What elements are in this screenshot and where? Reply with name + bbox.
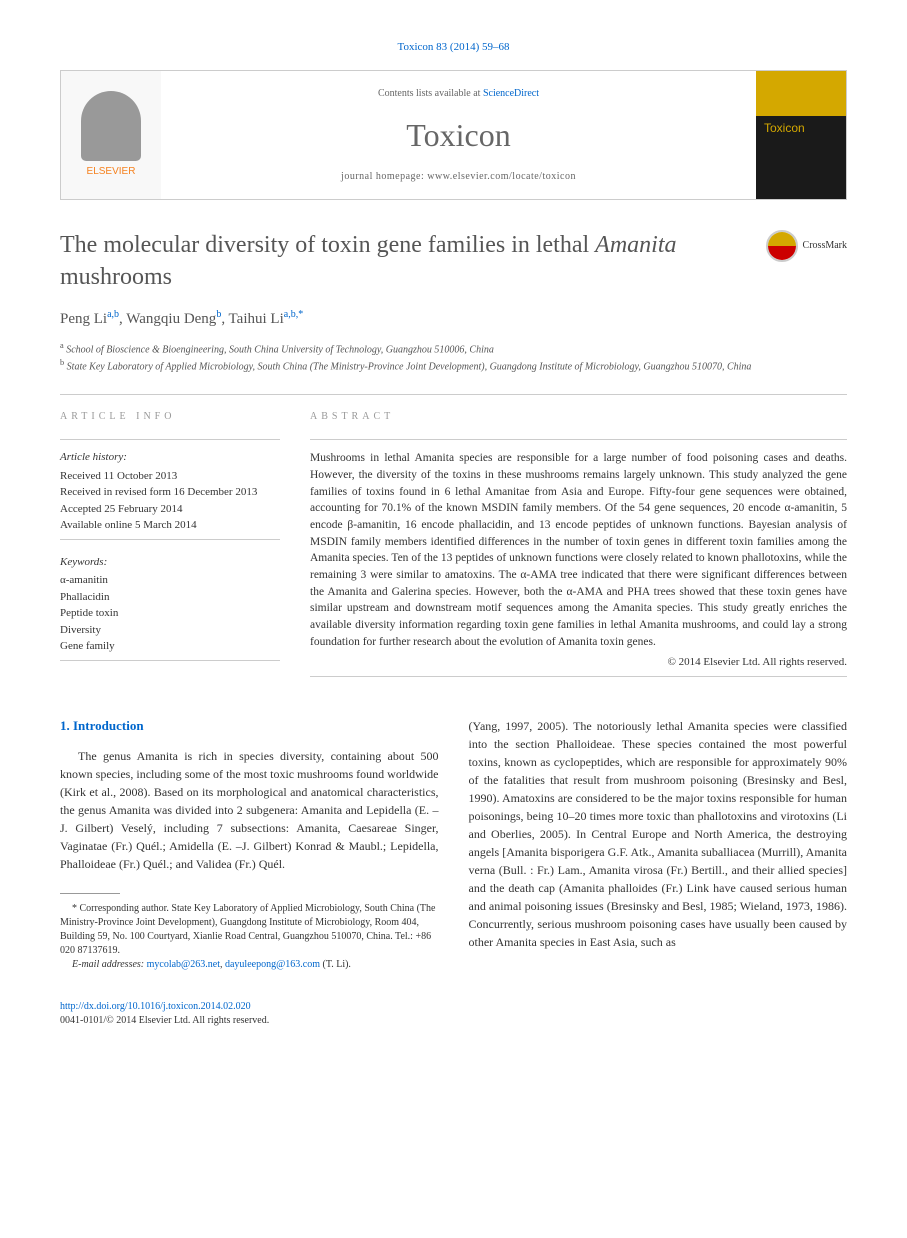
keyword-1: α-amanitin: [60, 572, 280, 589]
body-col2-text: (Yang, 1997, 2005). The notoriously leth…: [469, 717, 848, 951]
crossmark-label: CrossMark: [803, 239, 847, 253]
title-row: The molecular diversity of toxin gene fa…: [60, 230, 847, 292]
author-2-aff: b: [216, 309, 221, 320]
header-box: ELSEVIER Contents lists available at Sci…: [60, 70, 847, 200]
email-footnote: E-mail addresses: mycolab@263.net, dayul…: [60, 958, 439, 972]
body-columns: 1. Introduction The genus Amanita is ric…: [60, 717, 847, 972]
body-col1-text: The genus Amanita is rich in species div…: [60, 747, 439, 873]
corresponding-author-footnote: * Corresponding author. State Key Labora…: [60, 902, 439, 958]
abstract-label: ABSTRACT: [310, 410, 847, 429]
elsevier-logo: ELSEVIER: [61, 71, 161, 199]
keyword-4: Diversity: [60, 622, 280, 639]
title-post: mushrooms: [60, 264, 172, 290]
info-divider: [60, 439, 280, 440]
affiliation-b: b State Key Laboratory of Applied Microb…: [60, 357, 847, 374]
history-received: Received 11 October 2013: [60, 468, 280, 485]
email-post: (T. Li).: [320, 959, 351, 970]
keyword-3: Peptide toxin: [60, 605, 280, 622]
email-1[interactable]: mycolab@263.net: [147, 959, 220, 970]
email-2[interactable]: dayuleepong@163.com: [225, 959, 320, 970]
header-center: Contents lists available at ScienceDirec…: [161, 71, 756, 199]
keyword-2: Phallacidin: [60, 589, 280, 606]
contents-available: Contents lists available at ScienceDirec…: [378, 87, 539, 101]
footnote-divider: [60, 893, 120, 894]
author-1-aff: a,b: [107, 309, 119, 320]
history-label: Article history:: [60, 450, 280, 465]
doi-link[interactable]: http://dx.doi.org/10.1016/j.toxicon.2014…: [60, 1000, 847, 1014]
journal-reference: Toxicon 83 (2014) 59–68: [60, 40, 847, 55]
abstract-divider: [310, 439, 847, 440]
article-title: The molecular diversity of toxin gene fa…: [60, 230, 766, 292]
body-column-right: (Yang, 1997, 2005). The notoriously leth…: [469, 717, 848, 972]
divider: [60, 394, 847, 395]
crossmark-icon: [766, 230, 798, 262]
author-2: Wangqiu Deng: [126, 311, 216, 327]
journal-name: Toxicon: [406, 113, 510, 158]
corr-marker: *: [298, 309, 303, 320]
info-divider-2: [60, 539, 280, 540]
authors: Peng Lia,b, Wangqiu Dengb, Taihui Lia,b,…: [60, 308, 847, 330]
affiliation-a-text: School of Bioscience & Bioengineering, S…: [66, 344, 494, 355]
keywords-label: Keywords:: [60, 555, 280, 570]
homepage-url[interactable]: www.elsevier.com/locate/toxicon: [427, 171, 576, 182]
journal-homepage: journal homepage: www.elsevier.com/locat…: [341, 170, 576, 184]
info-divider-3: [60, 660, 280, 661]
author-3: Taihui Li: [229, 311, 284, 327]
article-info-label: ARTICLE INFO: [60, 410, 280, 429]
elsevier-text: ELSEVIER: [87, 165, 136, 179]
affiliation-a: a School of Bioscience & Bioengineering,…: [60, 340, 847, 357]
section-1-heading: 1. Introduction: [60, 717, 439, 735]
abstract-column: ABSTRACT Mushrooms in lethal Amanita spe…: [310, 410, 847, 686]
abstract-text: Mushrooms in lethal Amanita species are …: [310, 450, 847, 650]
author-3-aff: a,b,: [284, 309, 298, 320]
title-pre: The molecular diversity of toxin gene fa…: [60, 232, 595, 258]
history-online: Available online 5 March 2014: [60, 517, 280, 534]
issn-line: 0041-0101/© 2014 Elsevier Ltd. All right…: [60, 1014, 847, 1028]
footer: http://dx.doi.org/10.1016/j.toxicon.2014…: [60, 992, 847, 1028]
title-italic: Amanita: [595, 232, 676, 258]
article-info: ARTICLE INFO Article history: Received 1…: [60, 410, 280, 686]
info-abstract-row: ARTICLE INFO Article history: Received 1…: [60, 410, 847, 686]
email-label: E-mail addresses:: [72, 959, 147, 970]
keyword-5: Gene family: [60, 638, 280, 655]
body-column-left: 1. Introduction The genus Amanita is ric…: [60, 717, 439, 972]
affiliations: a School of Bioscience & Bioengineering,…: [60, 340, 847, 375]
abstract-divider-2: [310, 676, 847, 677]
contents-pre: Contents lists available at: [378, 88, 483, 99]
history-accepted: Accepted 25 February 2014: [60, 501, 280, 518]
journal-cover-thumbnail: Toxicon: [756, 71, 846, 199]
author-1: Peng Li: [60, 311, 107, 327]
homepage-pre: journal homepage:: [341, 171, 427, 182]
abstract-copyright: © 2014 Elsevier Ltd. All rights reserved…: [310, 655, 847, 670]
affiliation-b-text: State Key Laboratory of Applied Microbio…: [67, 361, 752, 372]
crossmark-badge[interactable]: CrossMark: [766, 230, 847, 262]
cover-title: Toxicon: [764, 120, 805, 137]
sciencedirect-link[interactable]: ScienceDirect: [483, 88, 539, 99]
elsevier-tree-icon: [81, 91, 141, 161]
history-revised: Received in revised form 16 December 201…: [60, 484, 280, 501]
